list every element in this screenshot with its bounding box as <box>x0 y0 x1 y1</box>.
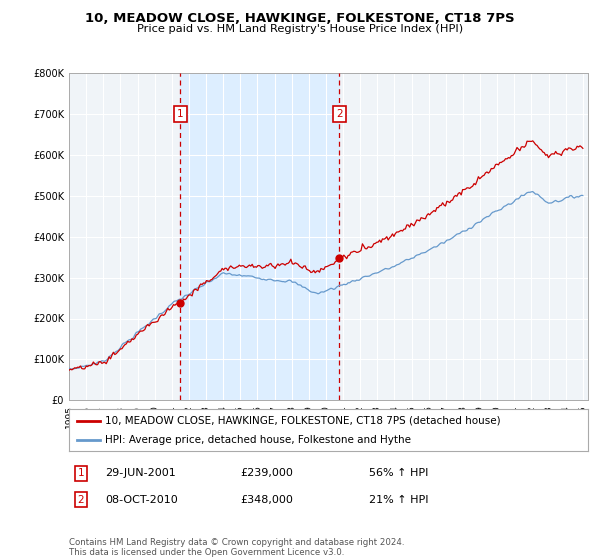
Text: £239,000: £239,000 <box>240 468 293 478</box>
Text: HPI: Average price, detached house, Folkestone and Hythe: HPI: Average price, detached house, Folk… <box>106 435 412 445</box>
Text: 21% ↑ HPI: 21% ↑ HPI <box>369 494 428 505</box>
Text: 56% ↑ HPI: 56% ↑ HPI <box>369 468 428 478</box>
Text: Contains HM Land Registry data © Crown copyright and database right 2024.
This d: Contains HM Land Registry data © Crown c… <box>69 538 404 557</box>
Text: £348,000: £348,000 <box>240 494 293 505</box>
Text: 10, MEADOW CLOSE, HAWKINGE, FOLKESTONE, CT18 7PS (detached house): 10, MEADOW CLOSE, HAWKINGE, FOLKESTONE, … <box>106 416 501 426</box>
Text: 2: 2 <box>336 109 343 119</box>
Text: 1: 1 <box>77 468 85 478</box>
Text: 10, MEADOW CLOSE, HAWKINGE, FOLKESTONE, CT18 7PS: 10, MEADOW CLOSE, HAWKINGE, FOLKESTONE, … <box>85 12 515 25</box>
Text: Price paid vs. HM Land Registry's House Price Index (HPI): Price paid vs. HM Land Registry's House … <box>137 24 463 34</box>
Text: 08-OCT-2010: 08-OCT-2010 <box>105 494 178 505</box>
Text: 29-JUN-2001: 29-JUN-2001 <box>105 468 176 478</box>
Text: 2: 2 <box>77 494 85 505</box>
Bar <box>180 73 339 400</box>
Text: 1: 1 <box>177 109 184 119</box>
